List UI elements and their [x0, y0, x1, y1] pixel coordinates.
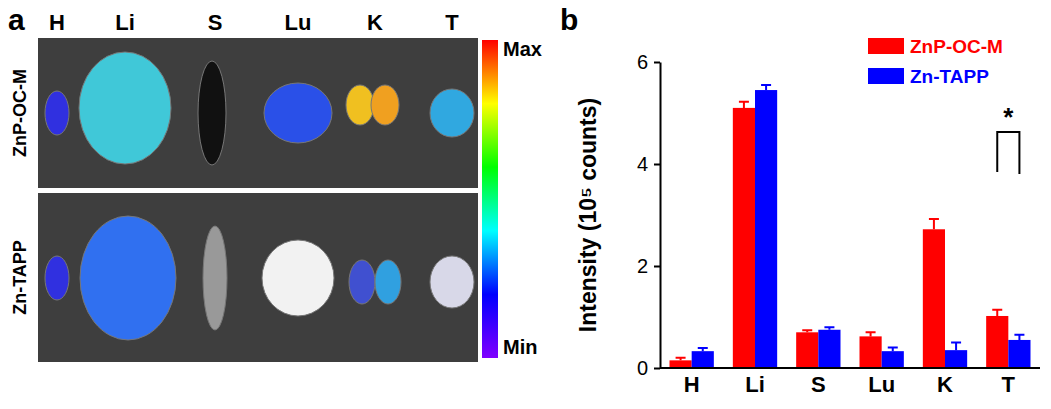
row-label: Zn-TAPP: [10, 240, 30, 315]
organ-image: [79, 52, 171, 164]
error-bar: [888, 348, 898, 352]
color-bar: [482, 40, 498, 358]
bar: [945, 350, 967, 368]
tick-label: Lu: [868, 372, 895, 397]
bar: [923, 229, 945, 368]
tick: 2: [637, 255, 660, 277]
figure: aHLiSLuKTZnP-OC-MZn-TAPPMaxMinb0246HLiSL…: [0, 0, 1051, 409]
tick-label: 4: [637, 153, 648, 175]
bar: [986, 316, 1008, 368]
tick: K: [937, 372, 953, 397]
error-bar: [676, 358, 686, 361]
panel-label: a: [8, 3, 25, 36]
panel-a: aH Li S Lu K T ZnP-OC-M Zn-TAPP Max Min: [8, 3, 542, 362]
legend-swatch: [868, 38, 904, 54]
tick-mark: [654, 164, 660, 166]
error-bar: [951, 343, 961, 351]
organ-image: [198, 61, 226, 165]
organ-image: [375, 260, 401, 304]
plot-marks: [670, 85, 1031, 368]
tick-label: 6: [637, 51, 648, 73]
column-label: Lu: [285, 10, 312, 35]
color-bar-label: Min: [503, 336, 537, 358]
color-bar-label: Max: [503, 38, 542, 60]
panel-label: b: [560, 3, 578, 36]
legend-label: ZnP-OC-M: [910, 36, 1003, 57]
bar: [818, 330, 840, 368]
column-label: S: [208, 10, 223, 35]
tick-label: S: [811, 372, 826, 397]
legend-label: Zn-TAPP: [910, 66, 989, 87]
error-bar: [802, 330, 812, 332]
error-bar: [824, 327, 834, 330]
significance-bracket: [997, 132, 1019, 174]
bar: [796, 332, 818, 368]
tick-mark: [654, 266, 660, 268]
bar: [692, 351, 714, 368]
organ-image: [346, 85, 374, 125]
organ-image: [371, 85, 399, 125]
image-background: [38, 38, 478, 188]
error-bar: [761, 85, 771, 90]
error-bar: [992, 310, 1002, 316]
tick-label: H: [684, 372, 700, 397]
annotation: *: [1003, 102, 1014, 132]
bar: [755, 90, 777, 368]
legend-swatch: [868, 68, 904, 84]
y-axis: 0 2 4 6: [637, 51, 661, 379]
organ-image: [264, 83, 332, 143]
row-label: ZnP-OC-M: [10, 69, 30, 157]
organ-image: [45, 256, 69, 300]
bar: [670, 360, 692, 368]
bar: [733, 108, 755, 368]
error-bar: [866, 332, 876, 336]
tick: T: [1002, 372, 1016, 397]
axis-line: [660, 63, 662, 369]
legend: ZnP-OC-M Zn-TAPP: [868, 36, 1003, 87]
axis-line: [660, 367, 1040, 369]
column-label: Li: [115, 10, 135, 35]
tick-label: 2: [637, 255, 648, 277]
tick: Lu: [868, 372, 895, 397]
error-bar: [1014, 335, 1024, 340]
tick-mark: [654, 62, 660, 64]
organ-image: [203, 226, 227, 330]
image-background: [38, 193, 478, 362]
column-label: H: [49, 10, 65, 35]
tick: Li: [745, 372, 765, 397]
organ-image: [430, 89, 474, 137]
x-axis: H Li S Lu K T: [660, 368, 1040, 397]
organ-image: [262, 240, 334, 316]
organ-image: [349, 260, 375, 304]
organ-image: [80, 216, 176, 340]
tick-label: 0: [637, 357, 648, 379]
column-label: K: [367, 10, 383, 35]
error-bar: [929, 219, 939, 229]
tick: S: [811, 372, 826, 397]
tick-label: Li: [745, 372, 765, 397]
error-bar: [739, 102, 749, 108]
tick: 0: [637, 357, 660, 379]
bar: [1008, 340, 1030, 368]
axis-title: Intensity (10⁵ counts): [575, 98, 601, 332]
error-bar: [698, 348, 708, 351]
panel-b: b 0 2 4 6 H Li S Lu K T Intensity (10⁵ counts) ZnP-O…: [560, 3, 1040, 397]
tick-label: T: [1002, 372, 1016, 397]
bar: [882, 351, 904, 368]
bar: [860, 336, 882, 368]
organ-image: [45, 91, 69, 135]
tick-mark: [654, 368, 660, 370]
column-label: T: [445, 10, 459, 35]
tick: H: [684, 372, 700, 397]
tick: 4: [637, 153, 660, 175]
tick-label: K: [937, 372, 953, 397]
tick: 6: [637, 51, 660, 73]
organ-image: [430, 256, 474, 308]
